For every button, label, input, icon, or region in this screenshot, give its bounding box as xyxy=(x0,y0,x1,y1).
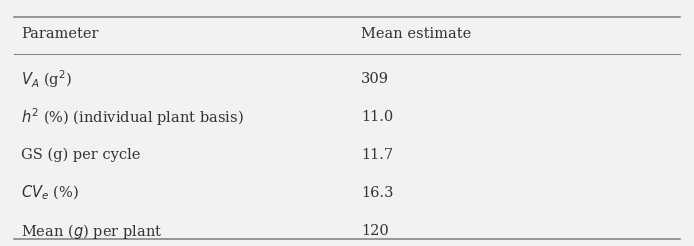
Text: 309: 309 xyxy=(361,72,389,86)
Text: GS (g) per cycle: GS (g) per cycle xyxy=(21,148,140,162)
Text: Parameter: Parameter xyxy=(21,28,99,41)
Text: 11.0: 11.0 xyxy=(361,110,393,124)
Text: Mean estimate: Mean estimate xyxy=(361,28,471,41)
Text: 11.7: 11.7 xyxy=(361,148,393,162)
Text: $V_A$ (g$^2$): $V_A$ (g$^2$) xyxy=(21,68,71,90)
Text: $CV_e$ (%): $CV_e$ (%) xyxy=(21,184,78,202)
Text: 16.3: 16.3 xyxy=(361,186,393,200)
Text: Mean ($g$) per plant: Mean ($g$) per plant xyxy=(21,222,162,241)
Text: $h^2$ (%) (individual plant basis): $h^2$ (%) (individual plant basis) xyxy=(21,106,244,128)
Text: 120: 120 xyxy=(361,224,389,238)
